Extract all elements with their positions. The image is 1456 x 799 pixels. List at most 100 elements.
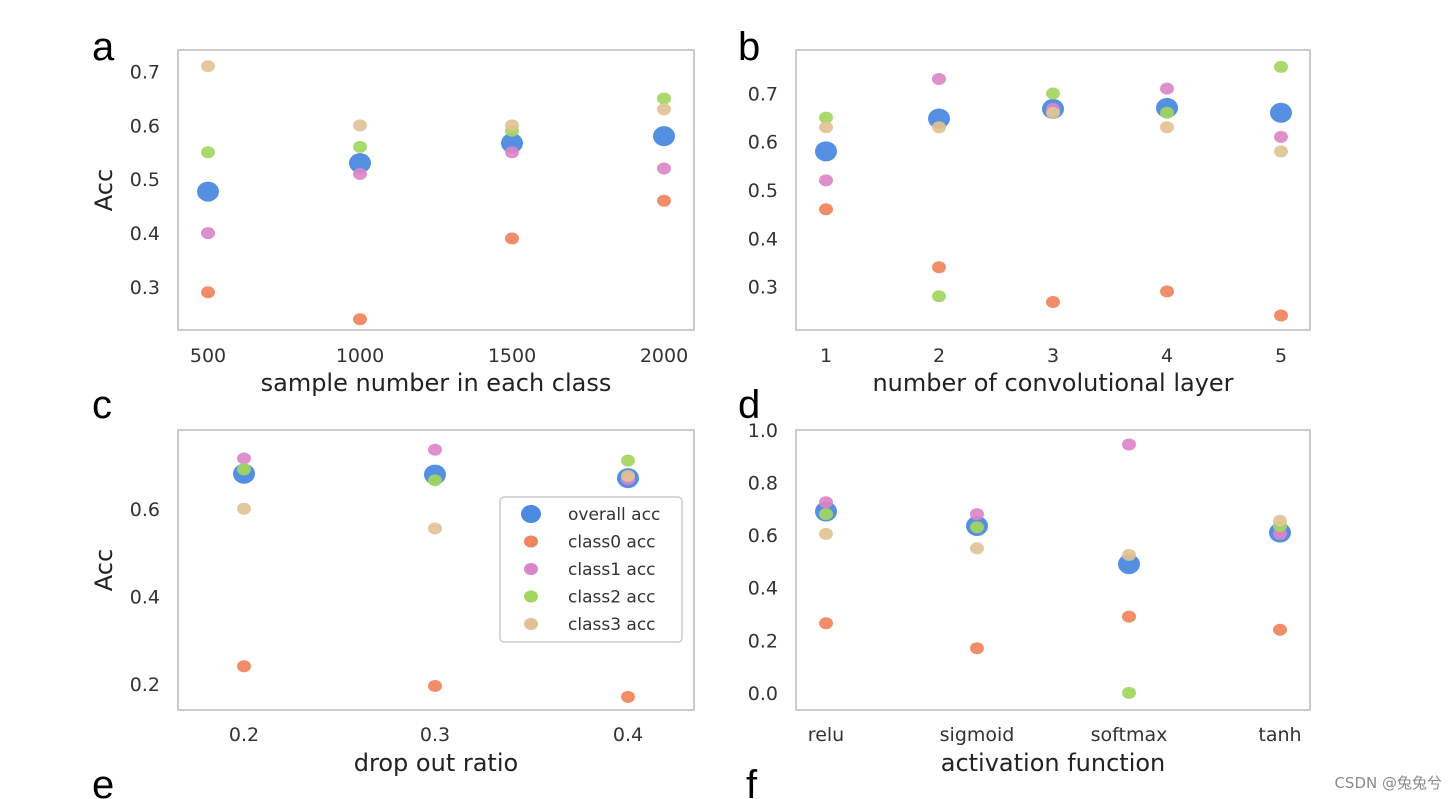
point-class0-1000 xyxy=(353,313,367,326)
x-tick-label: tanh xyxy=(1258,724,1301,746)
panel-b: 0.3 0.4 0.5 0.6 0.7 1 2 3 4 5 number of convolutio… xyxy=(748,49,1311,397)
y-tick-label: 0.3 xyxy=(748,277,778,299)
x-tick-label: softmax xyxy=(1091,724,1168,746)
legend-label: class3 acc xyxy=(568,615,656,635)
x-axis-label: activation function xyxy=(941,749,1166,777)
x-axis-label: sample number in each class xyxy=(261,369,612,397)
panel-d: 0.0 0.2 0.4 0.6 0.8 1.0 relu sigmoid softmax tanh… xyxy=(748,420,1311,777)
x-tick-label: 1500 xyxy=(488,345,536,367)
y-tick-label: 1.0 xyxy=(748,420,778,442)
point-class0-tanh xyxy=(1273,623,1287,636)
point-class1-1 xyxy=(819,174,833,187)
point-class2-relu xyxy=(819,508,833,521)
legend-marker-overall xyxy=(521,505,541,523)
point-class1-5 xyxy=(1274,130,1288,143)
point-class2-500 xyxy=(201,146,215,159)
point-class1-softmax xyxy=(1122,438,1136,451)
point-class2-softmax xyxy=(1122,686,1136,699)
x-tick-label: 4 xyxy=(1161,345,1173,367)
point-class1-4 xyxy=(1160,82,1174,95)
point-class0-0.3 xyxy=(428,679,442,692)
point-class3-2000 xyxy=(657,103,671,116)
point-class2-sigmoid xyxy=(970,521,984,534)
y-tick-label: 0.5 xyxy=(130,169,160,191)
x-tick-label: 2 xyxy=(933,345,945,367)
x-tick-label: 3 xyxy=(1047,345,1059,367)
x-tick-label: 2000 xyxy=(640,345,688,367)
point-class3-1 xyxy=(819,121,833,134)
point-class1-1500 xyxy=(505,146,519,159)
point-class2-1000 xyxy=(353,140,367,153)
y-tick-label: 0.5 xyxy=(748,180,778,202)
point-class0-5 xyxy=(1274,309,1288,322)
y-tick-label: 0.3 xyxy=(130,277,160,299)
plot-frame xyxy=(177,49,695,331)
x-tick-label: 5 xyxy=(1275,345,1287,367)
point-class2-4 xyxy=(1160,106,1174,119)
y-tick-label: 0.6 xyxy=(748,525,778,547)
point-class2-2000 xyxy=(657,92,671,105)
y-tick-label: 0.4 xyxy=(748,228,778,250)
plot-frame xyxy=(795,49,1311,331)
point-class3-5 xyxy=(1274,145,1288,158)
panel-letter: e xyxy=(92,763,114,799)
y-tick-label: 0.6 xyxy=(130,115,160,137)
x-tick-label: relu xyxy=(808,724,844,746)
point-class3-4 xyxy=(1160,121,1174,134)
point-class0-3 xyxy=(1046,296,1060,308)
point-class0-1500 xyxy=(505,232,519,245)
point-class3-0.4 xyxy=(621,469,635,482)
panel-letter: b xyxy=(738,25,760,69)
y-tick-label: 0.4 xyxy=(748,578,778,600)
point-class1-1000 xyxy=(353,167,367,180)
x-tick-label: sigmoid xyxy=(940,724,1015,746)
legend: overall acc class0 acc class1 acc class2 ac… xyxy=(499,496,683,643)
point-class3-softmax xyxy=(1122,548,1136,561)
point-class2-0.2 xyxy=(237,463,251,476)
plot-frame xyxy=(795,429,1311,711)
point-class0-500 xyxy=(201,286,215,299)
point-class3-0.3 xyxy=(428,522,442,535)
point-class3-1500 xyxy=(505,119,519,132)
point-overall-500 xyxy=(197,181,219,202)
point-class2-1 xyxy=(819,111,833,124)
point-overall-2000 xyxy=(653,126,675,147)
point-class3-relu xyxy=(819,527,833,540)
point-overall-1500 xyxy=(501,133,523,154)
legend-label: class2 acc xyxy=(568,588,656,608)
x-axis-label: drop out ratio xyxy=(354,749,518,777)
point-class0-1 xyxy=(819,203,833,216)
panel-letter: a xyxy=(92,25,115,69)
point-class0-0.4 xyxy=(621,690,635,703)
legend-marker-class3 xyxy=(524,618,538,630)
panel-a: 0.3 0.4 0.5 0.6 0.7 500 1000 1500 2000 sample num… xyxy=(90,49,695,397)
y-axis-label: Acc xyxy=(90,549,118,591)
legend-label: overall acc xyxy=(568,505,660,525)
legend-box xyxy=(499,496,683,643)
point-class2-2 xyxy=(932,290,946,303)
x-tick-label: 0.3 xyxy=(420,724,450,746)
point-class1-500 xyxy=(201,227,215,240)
y-tick-label: 0.2 xyxy=(748,630,778,652)
point-class2-0.4 xyxy=(621,454,635,467)
y-tick-label: 0.7 xyxy=(130,62,160,84)
x-tick-label: 0.4 xyxy=(613,724,643,746)
x-tick-label: 1000 xyxy=(336,345,384,367)
point-class2-5 xyxy=(1274,60,1288,73)
watermark: CSDN @兔兔兮 xyxy=(1334,774,1442,792)
panel-c: 0.2 0.4 0.6 0.2 0.3 0.4 drop out ratio Acc xyxy=(90,429,695,777)
legend-marker-class2 xyxy=(524,590,538,603)
point-class0-relu xyxy=(819,617,833,630)
y-tick-label: 0.6 xyxy=(130,499,160,521)
point-overall-5 xyxy=(1270,102,1292,123)
y-axis-label: Acc xyxy=(90,169,118,211)
point-class1-2000 xyxy=(657,162,671,175)
y-tick-label: 0.4 xyxy=(130,586,160,608)
legend-label: class1 acc xyxy=(568,560,656,580)
x-axis-label: number of convolutional layer xyxy=(872,369,1233,397)
point-class0-sigmoid xyxy=(970,642,984,655)
point-class0-0.2 xyxy=(237,660,251,673)
point-overall-1000 xyxy=(349,153,371,174)
x-tick-label: 500 xyxy=(190,345,226,367)
point-class2-3 xyxy=(1046,87,1060,100)
